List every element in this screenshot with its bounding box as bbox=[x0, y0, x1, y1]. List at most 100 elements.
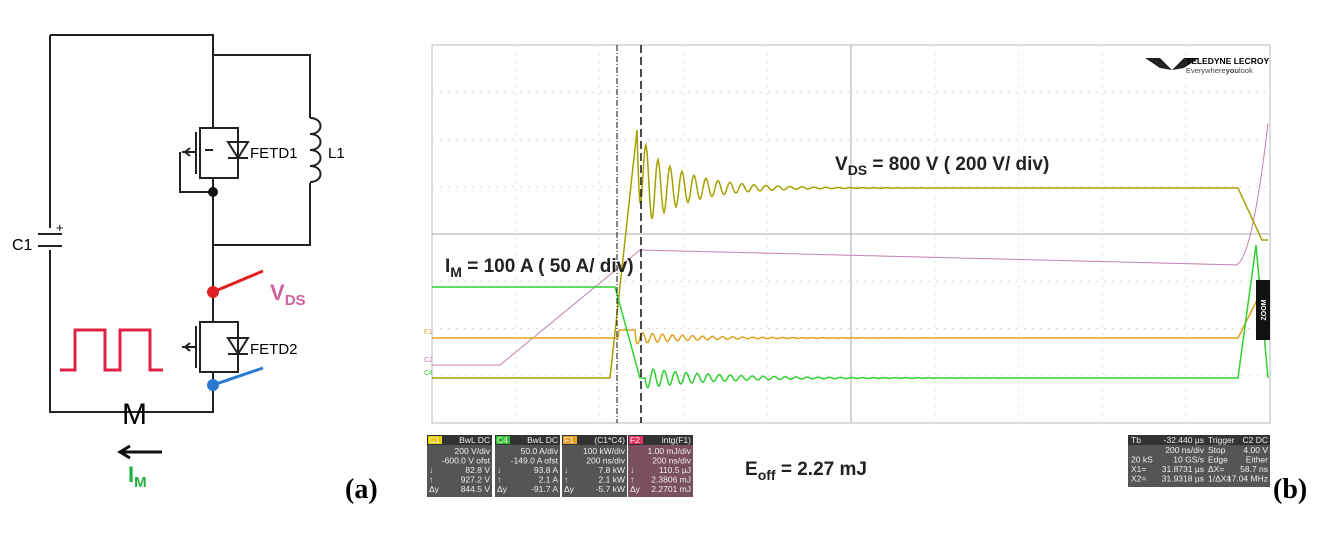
label: FETD2 bbox=[250, 341, 298, 358]
waveform bbox=[432, 123, 1269, 366]
panel-text: Stop bbox=[1208, 445, 1226, 455]
panel-text: Either bbox=[1246, 455, 1268, 465]
panel-text: -32.440 µs bbox=[1164, 435, 1204, 445]
panel-text: 1/ΔX= bbox=[1208, 474, 1231, 484]
panel-text: Δy bbox=[564, 484, 575, 494]
annotation: Eoff = 2.27 mJ bbox=[745, 459, 867, 483]
coil bbox=[309, 117, 322, 183]
panel-header bbox=[628, 435, 693, 445]
panel-label: (b) bbox=[1273, 474, 1307, 505]
panel-text: 927.2 V bbox=[461, 475, 491, 485]
panel-text: 4.00 V bbox=[1243, 445, 1268, 455]
waveform bbox=[432, 129, 1268, 379]
panel-text: Δy bbox=[497, 484, 508, 494]
annotation: VDS = 800 V ( 200 V/ div) bbox=[835, 154, 1049, 178]
panel-text: Tb bbox=[1131, 435, 1141, 445]
panel-text: 31.9318 µs bbox=[1162, 474, 1204, 484]
panel-label: (a) bbox=[345, 474, 378, 505]
panel-text: ↓ bbox=[564, 465, 568, 475]
panel-text: 10 GS/s bbox=[1173, 455, 1204, 465]
panel-text: C4 bbox=[497, 435, 508, 445]
label: L1 bbox=[328, 145, 345, 162]
circuit: C1 + FETD1 L1 VDS FETD2 M IM bbox=[12, 34, 345, 491]
label: VDS bbox=[270, 280, 306, 309]
zoom-tab[interactable] bbox=[1256, 280, 1270, 340]
panel-text: intg(F1) bbox=[662, 435, 691, 445]
label: C1 bbox=[12, 237, 33, 254]
panel-text: 20 kS bbox=[1131, 455, 1153, 465]
panel-header bbox=[562, 435, 627, 445]
panel-text: 2.1 kW bbox=[599, 475, 625, 485]
panel-text: 58.7 ns bbox=[1240, 464, 1268, 474]
panel-header bbox=[1128, 435, 1270, 445]
panel-text: F1 bbox=[564, 435, 574, 445]
panel-text: 844.5 V bbox=[461, 484, 491, 494]
panel-header bbox=[427, 435, 492, 445]
label: FETD1 bbox=[250, 145, 298, 162]
waveform bbox=[432, 289, 1268, 345]
panel-text: ΔX= bbox=[1208, 464, 1224, 474]
panel-text: 200 ns/div bbox=[652, 456, 691, 466]
fet-bottom bbox=[182, 310, 250, 382]
panel-text: 2.3806 mJ bbox=[651, 475, 691, 485]
info-panel bbox=[427, 435, 492, 497]
panel-text: ↓ bbox=[497, 465, 501, 475]
panel-text: -600.0 V ofst bbox=[442, 456, 491, 466]
panel-text: 17.04 MHz bbox=[1227, 474, 1268, 484]
scope-screen bbox=[431, 44, 1271, 424]
panel-text: X1= bbox=[1131, 464, 1146, 474]
panel-text: ↑ bbox=[630, 475, 634, 485]
panel-text: 200 ns/div bbox=[1165, 445, 1204, 455]
panel-text: Δy bbox=[630, 484, 641, 494]
panel-tag bbox=[629, 436, 643, 444]
panel-tag bbox=[496, 436, 510, 444]
panel-text: 82.8 V bbox=[465, 465, 490, 475]
panel-text: -91.7 A bbox=[531, 484, 558, 494]
panel-text: Δy bbox=[429, 484, 440, 494]
panel-text: 7.8 kW bbox=[599, 465, 625, 475]
panel-tag bbox=[428, 436, 442, 444]
panel-text: (C1*C4) bbox=[594, 435, 625, 445]
panel-text: C2 DC bbox=[1242, 435, 1268, 445]
label: M bbox=[122, 398, 147, 431]
panel-text: 2.2701 mJ bbox=[651, 484, 691, 494]
cap bbox=[38, 233, 62, 247]
current-arrow bbox=[117, 444, 162, 460]
vds-probe bbox=[212, 269, 264, 294]
annotation: IM = 100 A ( 50 A/ div) bbox=[445, 256, 634, 280]
trace-marker: F1 bbox=[424, 329, 432, 336]
panel-text: ↑ bbox=[564, 475, 568, 485]
panel-text: 31.8731 µs bbox=[1162, 464, 1204, 474]
panel-text: 1.00 mJ/div bbox=[648, 446, 692, 456]
panel-text: C1 bbox=[429, 435, 440, 445]
trace-marker: C2 bbox=[424, 357, 433, 364]
panel-text: Trigger bbox=[1208, 435, 1235, 445]
panel-text: 50.0 A/div bbox=[521, 446, 559, 456]
info-panel bbox=[562, 435, 627, 497]
panel-text: BwL DC bbox=[527, 435, 558, 445]
logo: Everywhereyoulook bbox=[1186, 66, 1253, 75]
panel-text: ↑ bbox=[429, 475, 433, 485]
logo: TELEDYNE LECROY bbox=[1186, 56, 1269, 66]
info-panel bbox=[628, 435, 693, 497]
panel-text: 200 V/div bbox=[455, 446, 491, 456]
panel-text: -5.7 kW bbox=[596, 484, 625, 494]
panel-text: BwL DC bbox=[459, 435, 490, 445]
zoom-label[interactable]: ZOOM bbox=[1261, 299, 1268, 320]
waveform bbox=[432, 244, 1269, 389]
panel-text: X2= bbox=[1131, 474, 1146, 484]
gate-pulse bbox=[60, 328, 163, 372]
panel-header bbox=[495, 435, 560, 445]
info-panel bbox=[495, 435, 560, 497]
panel-tag bbox=[563, 436, 577, 444]
fet-top bbox=[179, 115, 250, 197]
trace-marker: C4 bbox=[424, 370, 433, 377]
panel-text: ↑ bbox=[497, 475, 501, 485]
panel-text: Edge bbox=[1208, 455, 1228, 465]
panel-text: ↓ bbox=[429, 465, 433, 475]
panel-text: 93.8 A bbox=[534, 465, 558, 475]
label: IM bbox=[128, 462, 147, 491]
logo-mark bbox=[1145, 58, 1199, 70]
